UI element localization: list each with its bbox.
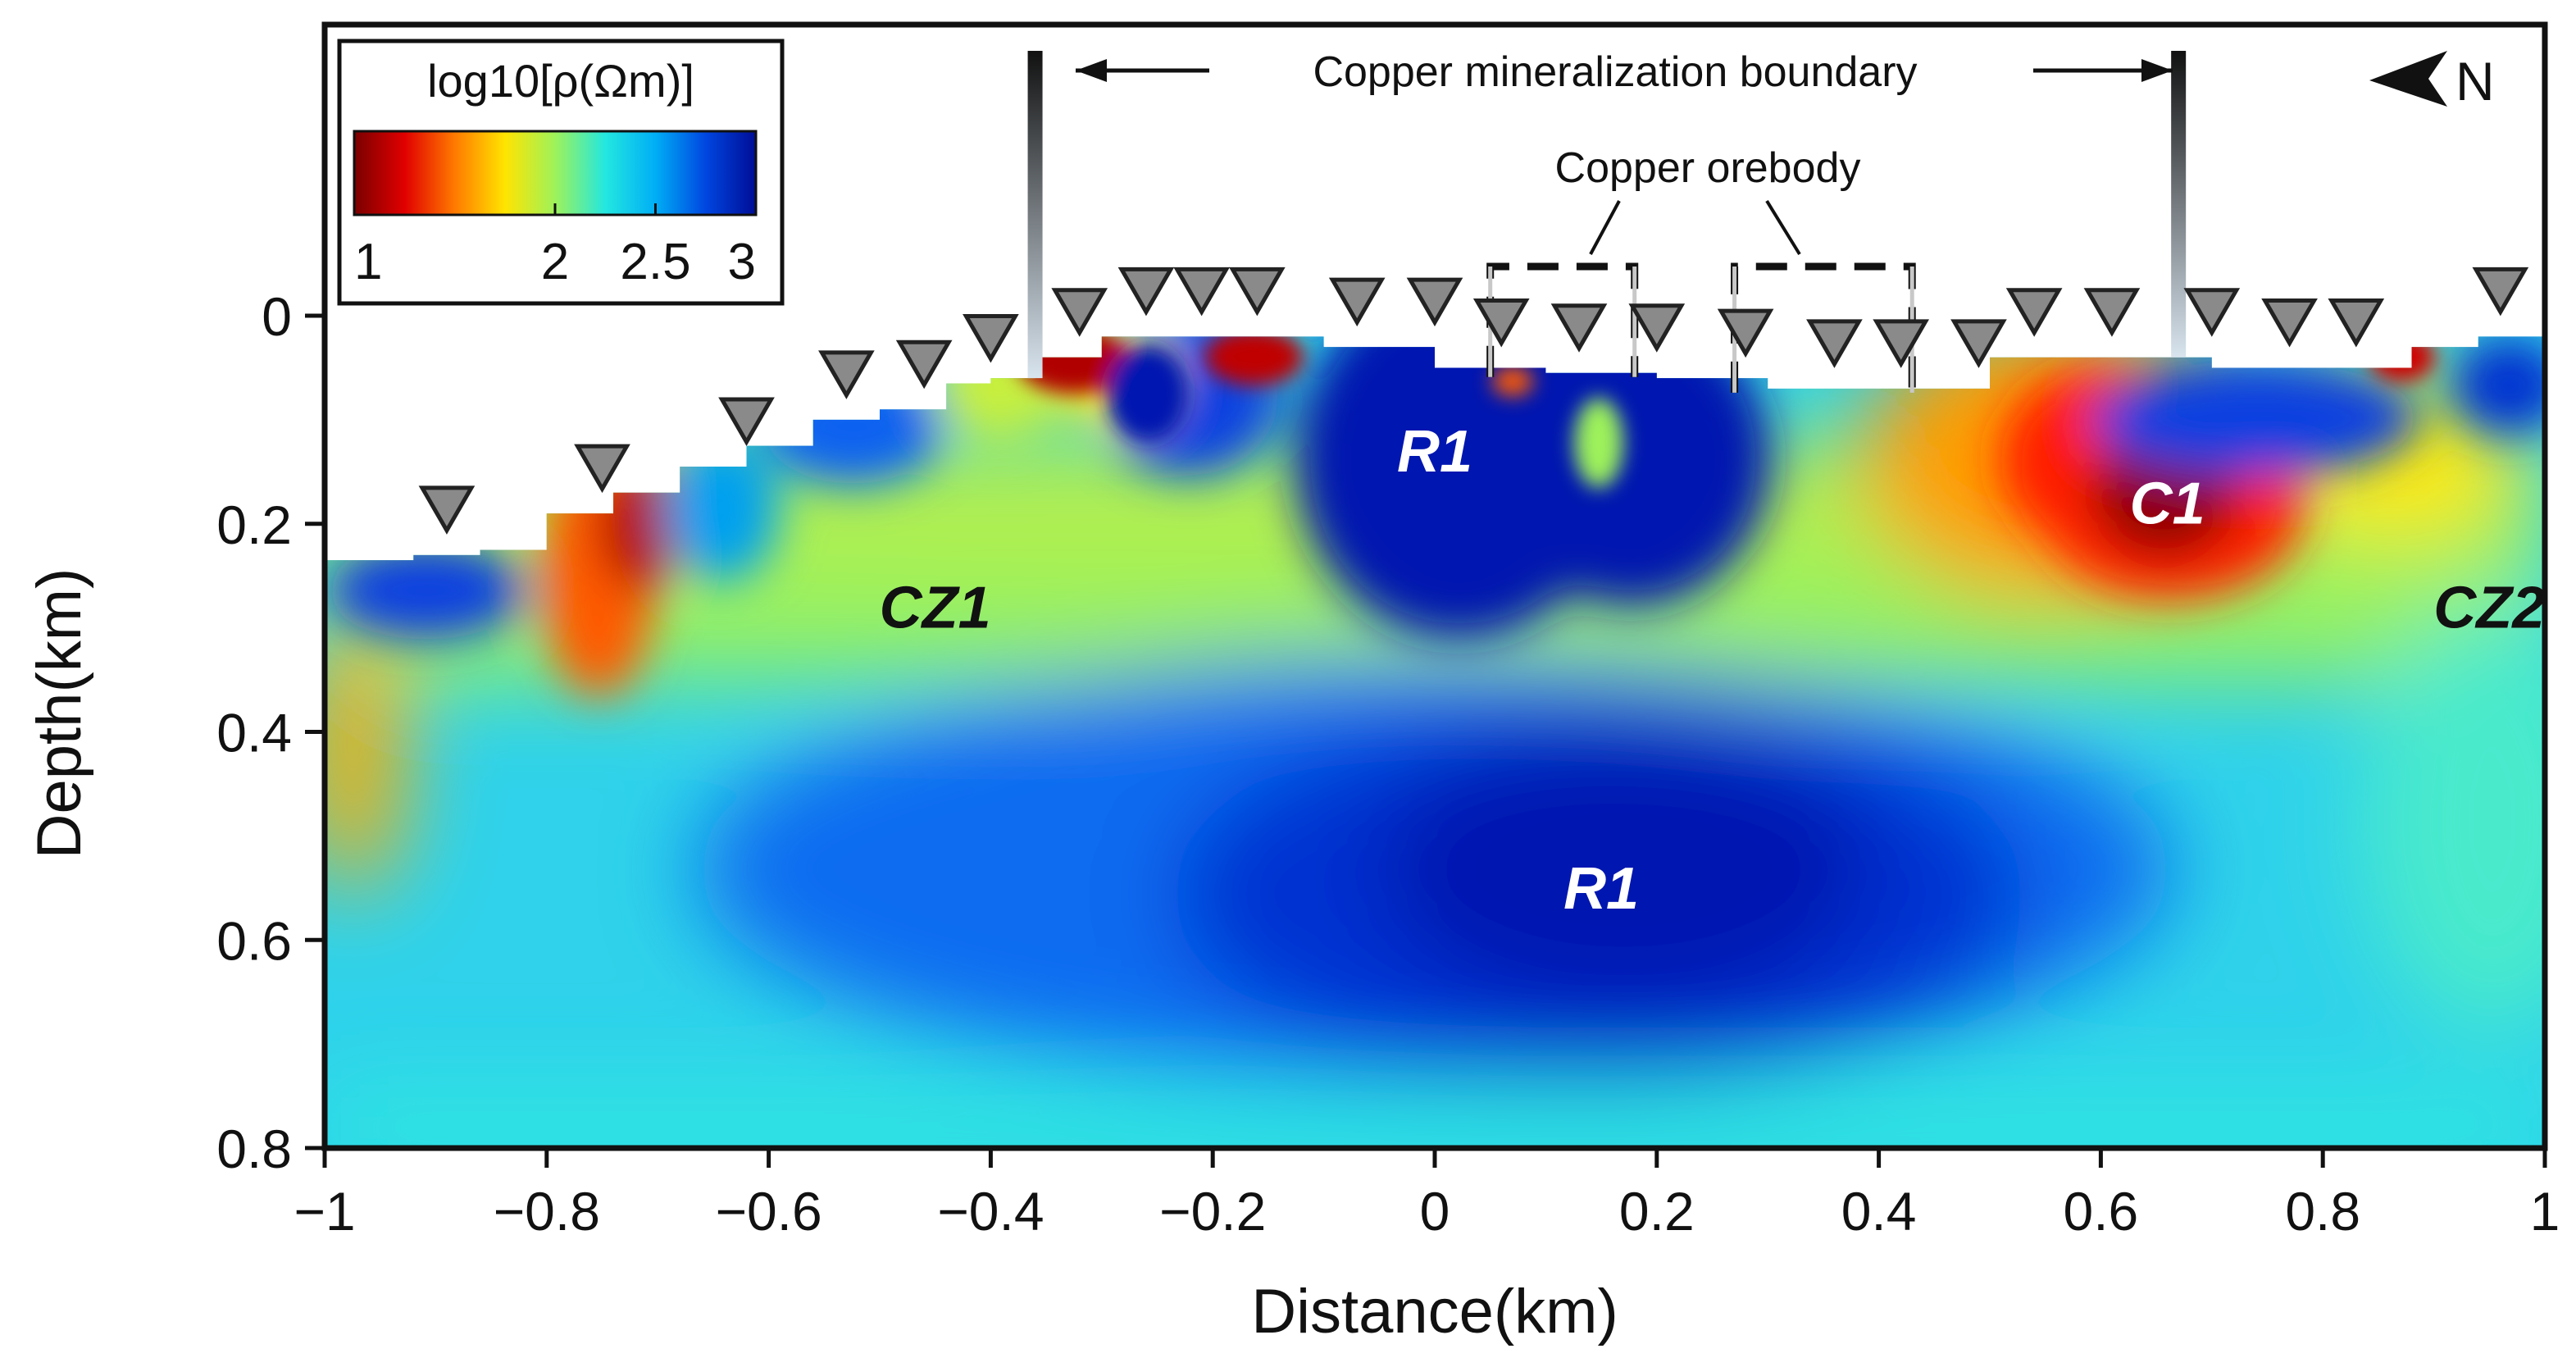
station-marker <box>574 444 630 494</box>
station-marker <box>1806 319 1863 368</box>
station-marker <box>2183 288 2241 337</box>
station-markers <box>418 267 2529 535</box>
x-tick-label: 0.2 <box>1619 1181 1695 1242</box>
x-tick-label: 0.4 <box>1841 1181 1917 1242</box>
station-marker <box>2261 298 2318 348</box>
x-tick-label: 0.8 <box>2285 1181 2360 1242</box>
station-marker <box>1406 277 1463 327</box>
station-marker <box>963 313 1019 363</box>
station-marker <box>1328 277 1386 327</box>
station-marker <box>1873 319 1930 368</box>
colorbar-bar <box>353 130 758 216</box>
copper-orebody-label: Copper orebody <box>1555 144 1861 192</box>
x-tick-label: 0.6 <box>2064 1181 2139 1242</box>
x-tick-label: 1 <box>2530 1181 2560 1242</box>
station-marker <box>2328 298 2385 348</box>
colorbar-tick-label: 2 <box>541 234 569 290</box>
y-tick-label: 0.4 <box>216 703 292 763</box>
x-tick-label: −0.6 <box>715 1181 821 1242</box>
x-tick-label: −0.4 <box>937 1181 1044 1242</box>
anomaly-label: R1 <box>1397 419 1472 485</box>
station-marker <box>818 350 875 399</box>
mineralization-boundary-label-group: Copper mineralization boundary <box>1076 48 2173 96</box>
y-axis-ticks: 0 0.2 0.4 0.6 0.8 <box>216 286 325 1179</box>
colorbar-ticks: 1 2 2.5 3 <box>353 203 758 290</box>
station-marker <box>418 485 476 535</box>
x-tick-label: −1 <box>294 1181 355 1242</box>
y-axis-title: Depth(km) <box>25 568 94 859</box>
colorbar-tick-label: 3 <box>728 234 756 290</box>
x-axis-title: Distance(km) <box>1251 1277 1618 1346</box>
anomaly-label: R1 <box>1563 856 1639 922</box>
station-marker <box>2083 288 2141 337</box>
boundary-marker <box>1027 51 1043 379</box>
x-axis-ticks: −1 −0.8 −0.6 −0.4 −0.2 0 0.2 0.4 0.6 0.8 1 <box>294 1148 2560 1242</box>
station-marker <box>1717 308 1774 358</box>
station-marker <box>2005 288 2063 337</box>
anomaly-labels: R1 R1 C1 CZ1 CZ2 <box>880 419 2546 922</box>
x-tick-label: 0 <box>1420 1181 1450 1242</box>
station-marker <box>2472 267 2529 317</box>
station-marker <box>1229 267 1286 317</box>
anomaly-label: CZ1 <box>880 575 991 640</box>
anomaly-label: CZ2 <box>2433 575 2545 640</box>
colorbar-tick-label: 2.5 <box>620 234 690 290</box>
mineralization-boundary-label: Copper mineralization boundary <box>1313 48 1917 96</box>
mineralization-boundaries <box>1027 51 2187 379</box>
station-marker <box>1628 303 1686 353</box>
colorbar-title: log10[ρ(Ωm)] <box>427 55 694 107</box>
station-marker <box>1173 267 1230 317</box>
y-tick-label: 0.8 <box>216 1119 292 1179</box>
colorbar-tick-label: 1 <box>354 234 382 290</box>
station-marker <box>1950 319 2007 368</box>
x-tick-label: −0.8 <box>494 1181 600 1242</box>
y-tick-label: 0.6 <box>216 910 292 971</box>
station-marker <box>1550 303 1608 353</box>
north-arrow: N <box>2369 51 2495 112</box>
y-tick-label: 0.2 <box>216 494 292 555</box>
anomaly-label: C1 <box>2130 471 2205 536</box>
north-arrow-label: N <box>2455 51 2495 112</box>
colorbar-legend: log10[ρ(Ωm)] 1 2 2.5 3 <box>337 39 785 306</box>
station-marker <box>1472 298 1530 348</box>
resistivity-field <box>325 321 2545 1148</box>
station-marker <box>718 397 775 446</box>
station-marker <box>1051 288 1108 337</box>
boundary-marker <box>2171 51 2187 358</box>
station-marker <box>1117 267 1175 317</box>
station-marker <box>895 339 953 390</box>
x-tick-label: −0.2 <box>1159 1181 1266 1242</box>
y-tick-label: 0 <box>262 286 292 347</box>
